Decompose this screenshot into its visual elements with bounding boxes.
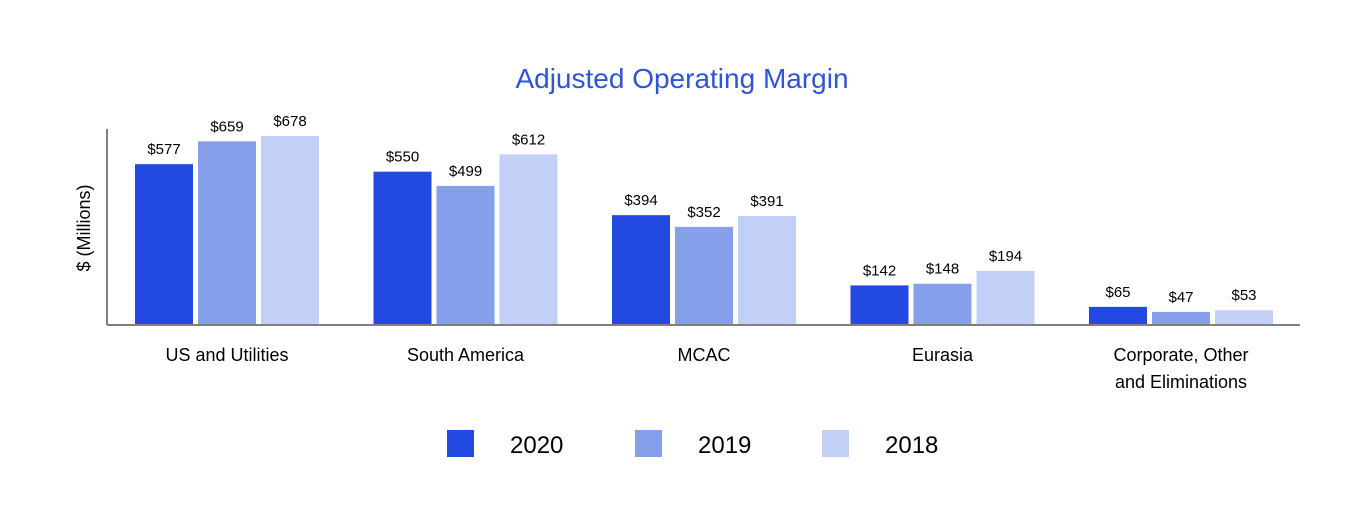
bar-2020-2 xyxy=(612,215,670,325)
plot-area: $577 $659 $678 US and Utilities $550 $499 $612… xyxy=(106,113,1300,392)
category-label-4: Corporate, Other and Eliminations xyxy=(1113,345,1248,392)
bar-2020-0 xyxy=(135,164,193,325)
bar-2018-1 xyxy=(499,154,558,325)
data-label-2018-3: $194 xyxy=(989,248,1022,265)
bar-2018-2 xyxy=(738,216,796,325)
bar-2019-4 xyxy=(1152,311,1210,325)
bar-2019-1 xyxy=(436,185,495,325)
bar-2020-4 xyxy=(1089,306,1147,325)
bar-2018-3 xyxy=(976,270,1035,325)
data-label-2019-1: $499 xyxy=(449,163,482,180)
bar-2018-0 xyxy=(261,136,319,325)
bar-2019-2 xyxy=(675,226,733,325)
bar-2018-4 xyxy=(1215,310,1273,325)
data-label-2019-2: $352 xyxy=(687,204,720,221)
data-label-2020-4: $65 xyxy=(1105,284,1130,301)
data-label-2020-0: $577 xyxy=(147,141,180,158)
bar-2019-0 xyxy=(198,141,256,325)
data-label-2018-2: $391 xyxy=(750,193,783,210)
data-label-2019-4: $47 xyxy=(1168,289,1193,306)
category-label-1: South America xyxy=(407,345,525,365)
bar-2019-3 xyxy=(913,283,972,325)
category-label-0: US and Utilities xyxy=(165,345,288,365)
chart-title: Adjusted Operating Margin xyxy=(515,63,848,94)
bar-2020-1 xyxy=(373,171,432,325)
data-label-2020-1: $550 xyxy=(386,149,419,166)
legend-swatch-2020 xyxy=(447,430,474,457)
data-label-2020-3: $142 xyxy=(863,262,896,279)
legend-swatch-2018 xyxy=(822,430,849,457)
data-label-2018-4: $53 xyxy=(1231,287,1256,304)
legend: 2020 2019 2018 xyxy=(447,430,938,459)
y-axis-label: $ (Millions) xyxy=(74,184,94,271)
category-label-3: Eurasia xyxy=(912,345,974,365)
bar-2020-3 xyxy=(850,285,909,325)
data-label-2018-1: $612 xyxy=(512,131,545,148)
data-label-2019-3: $148 xyxy=(926,261,959,278)
category-label-2: MCAC xyxy=(678,345,731,365)
legend-label-2019: 2019 xyxy=(698,432,751,459)
data-label-2018-0: $678 xyxy=(273,113,306,130)
legend-swatch-2019 xyxy=(635,430,662,457)
data-label-2020-2: $394 xyxy=(624,192,657,209)
legend-label-2018: 2018 xyxy=(885,432,938,459)
legend-label-2020: 2020 xyxy=(510,432,563,459)
data-label-2019-0: $659 xyxy=(210,118,243,135)
